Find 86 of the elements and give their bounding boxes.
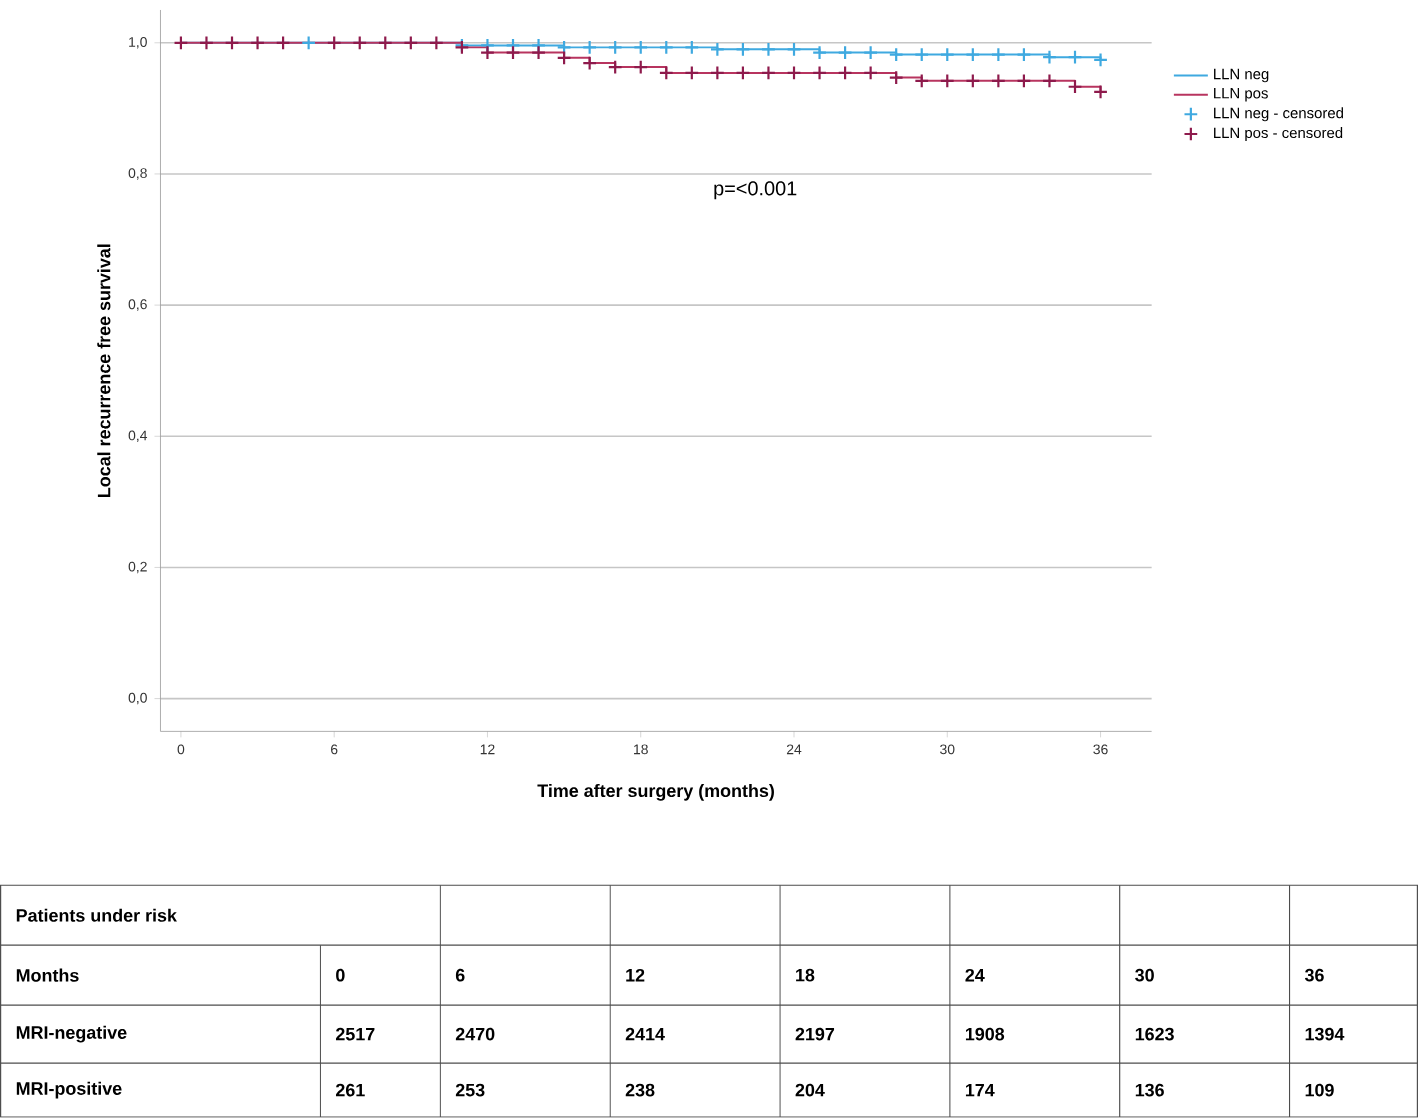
point <box>607 40 623 56</box>
text: 18 <box>796 969 815 982</box>
text: 1394 <box>1305 1027 1345 1041</box>
point <box>786 42 802 57</box>
point <box>786 65 802 81</box>
point <box>633 59 649 75</box>
point <box>658 65 674 81</box>
point <box>684 40 700 56</box>
point <box>1016 47 1032 63</box>
annotation: p=<0.001 <box>714 181 797 200</box>
point <box>914 47 930 63</box>
x-axis-title: Time after surgery (months) <box>537 784 774 801</box>
text: 238 <box>625 1083 655 1097</box>
text: 204 <box>795 1083 825 1097</box>
point <box>735 42 751 57</box>
point <box>812 65 828 81</box>
point <box>837 45 853 61</box>
point <box>939 47 955 63</box>
point <box>658 40 674 56</box>
point <box>1041 49 1057 65</box>
point <box>760 65 776 81</box>
point <box>684 65 700 81</box>
point <box>607 59 623 75</box>
point <box>837 65 853 81</box>
point <box>531 45 547 61</box>
point <box>633 40 649 56</box>
text: 109 <box>1305 1083 1334 1097</box>
point <box>250 35 266 51</box>
point <box>990 47 1006 63</box>
point <box>301 35 317 51</box>
point <box>352 35 368 51</box>
text: 2470 <box>455 1027 495 1041</box>
text: Patients under risk <box>16 908 177 922</box>
point <box>914 73 930 89</box>
point <box>403 35 419 51</box>
point <box>582 40 598 56</box>
point <box>556 50 572 66</box>
point <box>275 35 291 51</box>
point <box>1016 73 1032 89</box>
point <box>428 35 444 51</box>
point <box>173 35 189 51</box>
point <box>479 45 495 61</box>
text: 1623 <box>1135 1027 1174 1041</box>
point <box>863 65 879 81</box>
text: Months <box>16 968 79 982</box>
point <box>965 73 981 89</box>
point <box>1093 84 1109 100</box>
point <box>582 55 598 71</box>
point <box>760 42 776 57</box>
point <box>326 35 342 51</box>
point <box>709 65 725 81</box>
text: MRI-negative <box>16 1025 127 1043</box>
text: 0 <box>336 969 345 982</box>
point <box>863 45 879 61</box>
text: 253 <box>455 1083 485 1097</box>
point <box>224 35 240 51</box>
point <box>198 35 214 51</box>
text: 36 <box>1304 968 1324 982</box>
point <box>735 65 751 81</box>
text: 6 <box>455 969 465 982</box>
text: 12 <box>626 969 645 982</box>
point <box>505 45 521 61</box>
point <box>1067 79 1083 95</box>
y-axis-title: Local recurrence free survival <box>97 244 111 498</box>
point <box>556 40 572 56</box>
text: 24 <box>965 969 985 982</box>
text: 136 <box>1135 1083 1164 1097</box>
point <box>1067 49 1083 65</box>
text: 2414 <box>625 1028 665 1041</box>
point <box>1093 52 1109 68</box>
text: 2197 <box>795 1027 835 1041</box>
point <box>1041 73 1057 89</box>
text: 174 <box>965 1084 995 1097</box>
point <box>709 42 725 57</box>
text: 261 <box>335 1083 365 1097</box>
text: MRI-positive <box>16 1081 122 1099</box>
point <box>939 73 955 89</box>
text: 30 <box>1135 968 1154 982</box>
point <box>990 73 1006 89</box>
text: 2517 <box>335 1027 375 1041</box>
point <box>812 45 828 61</box>
point <box>965 47 981 63</box>
point <box>888 70 904 86</box>
point <box>377 35 393 51</box>
text: 1908 <box>965 1027 1005 1041</box>
point <box>888 47 904 63</box>
